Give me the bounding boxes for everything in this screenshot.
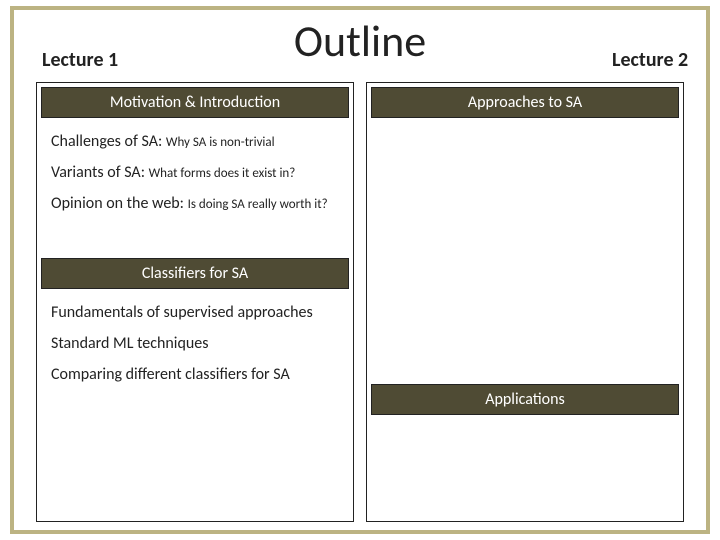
right-column: Approaches to SA Applications bbox=[366, 82, 684, 522]
item-main: Standard ML techniques bbox=[51, 334, 209, 353]
item-sub: What forms does it exist in? bbox=[149, 166, 296, 181]
item-main: Opinion on the web: bbox=[51, 194, 188, 213]
list-item: Fundamentals of supervised approaches bbox=[37, 297, 353, 328]
item-main: Challenges of SA: bbox=[51, 132, 166, 151]
section-bar-applications: Applications bbox=[371, 384, 679, 415]
list-item: Opinion on the web: Is doing SA really w… bbox=[37, 188, 353, 219]
item-sub: Why SA is non-trivial bbox=[166, 135, 275, 150]
item-main: Variants of SA: bbox=[51, 163, 149, 182]
item-main: Fundamentals of supervised approaches bbox=[51, 303, 313, 322]
lecture-2-label: Lecture 2 bbox=[612, 48, 688, 72]
list-item: Variants of SA: What forms does it exist… bbox=[37, 157, 353, 188]
section-bar-motivation: Motivation & Introduction bbox=[41, 87, 349, 118]
list-item: Challenges of SA: Why SA is non-trivial bbox=[37, 126, 353, 157]
section-bar-approaches: Approaches to SA bbox=[371, 87, 679, 118]
columns-container: Motivation & Introduction Challenges of … bbox=[36, 82, 684, 522]
left-column: Motivation & Introduction Challenges of … bbox=[36, 82, 354, 522]
lecture-1-label: Lecture 1 bbox=[42, 48, 118, 72]
list-item: Standard ML techniques bbox=[37, 328, 353, 359]
spacer bbox=[367, 415, 683, 521]
list-item: Comparing different classifiers for SA bbox=[37, 359, 353, 390]
section-bar-classifiers: Classifiers for SA bbox=[41, 258, 349, 289]
spacer bbox=[367, 118, 683, 380]
item-main: Comparing different classifiers for SA bbox=[51, 365, 290, 384]
item-sub: Is doing SA really worth it? bbox=[188, 197, 328, 212]
